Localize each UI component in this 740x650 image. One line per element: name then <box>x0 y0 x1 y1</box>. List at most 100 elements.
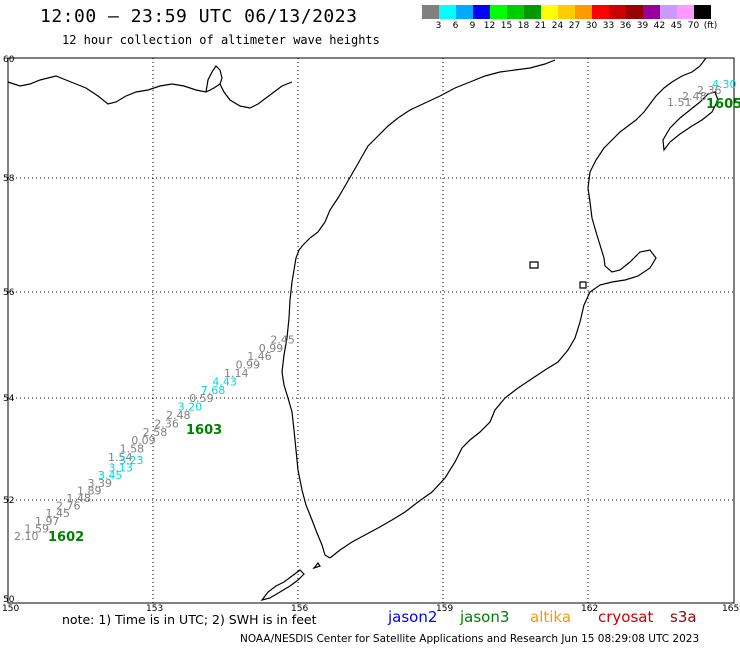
color-scale-label: 24 <box>551 21 564 31</box>
swh-value-label: 2.10 <box>14 530 39 543</box>
kuril-paramushir <box>260 569 305 601</box>
swh-value-label: 4.30 <box>712 78 737 91</box>
color-scale-label: 70 <box>687 21 700 31</box>
color-scale-label: 6 <box>452 21 459 31</box>
color-swatch <box>473 5 490 19</box>
color-swatch <box>575 5 592 19</box>
pass-id-label: 1602 <box>48 530 84 545</box>
color-swatch <box>609 5 626 19</box>
lon-tick-label: 156 <box>291 604 308 614</box>
color-scale-label: 9 <box>469 21 476 31</box>
color-scale-label: 30 <box>585 21 598 31</box>
color-swatch <box>456 5 473 19</box>
color-swatch <box>422 5 439 19</box>
color-scale-label: 3 <box>435 21 442 31</box>
lat-tick-label: 50 <box>3 595 15 605</box>
color-swatch <box>524 5 541 19</box>
kamchatka-west-coast <box>281 244 331 559</box>
swh-value-label: 0.99 <box>236 359 261 372</box>
kamchatka-northwest-coast <box>302 59 556 246</box>
island-small-1 <box>529 261 539 269</box>
lat-tick-label: 52 <box>3 496 14 506</box>
swh-value-label: 3.23 <box>119 454 144 467</box>
swh-value-label: 3.20 <box>178 401 203 414</box>
satellite-s3a: s3a <box>670 608 697 626</box>
okhotsk-north-coast <box>7 75 293 109</box>
swh-color-scale <box>422 5 711 19</box>
credit-line: NOAA/NESDIS Center for Satellite Applica… <box>240 633 700 645</box>
swh-value-label: 2.36 <box>697 84 722 97</box>
color-swatch <box>643 5 660 19</box>
island-small-2 <box>579 281 587 289</box>
color-scale-label: 15 <box>500 21 513 31</box>
lon-tick-label: 159 <box>436 604 453 614</box>
swh-value-label: 7.68 <box>201 384 226 397</box>
lon-tick-label: 150 <box>2 604 19 614</box>
pass-id-label: 1603 <box>186 423 222 438</box>
color-scale-label: 39 <box>636 21 649 31</box>
lon-tick-label: 162 <box>581 604 598 614</box>
color-scale-label: 12 <box>483 21 496 31</box>
pass-id-label: 1605 <box>706 97 740 112</box>
color-scale-label: 45 <box>670 21 683 31</box>
map-frame <box>7 57 735 604</box>
satellite-jason3: jason3 <box>460 608 510 626</box>
swh-value-label: 1.51 <box>667 96 692 109</box>
swh-value-label: 2.48 <box>166 409 191 422</box>
color-scale-label: 36 <box>619 21 632 31</box>
color-scale-label: 21 <box>534 21 547 31</box>
swh-value-label: 1.48 <box>67 492 92 505</box>
lat-tick-label: 58 <box>3 174 15 184</box>
swh-value-label: 1.97 <box>35 515 60 528</box>
color-swatch <box>592 5 609 19</box>
swh-value-label: 1.59 <box>25 522 50 535</box>
color-scale-label: 42 <box>653 21 666 31</box>
swh-value-label: 2.76 <box>56 500 81 513</box>
swh-value-label: 2.45 <box>270 333 295 346</box>
color-swatch <box>490 5 507 19</box>
footnote: note: 1) Time is in UTC; 2) SWH is in fe… <box>62 612 317 627</box>
color-scale-label: 27 <box>568 21 581 31</box>
lat-lon-grid <box>8 58 734 603</box>
okhotsk-peninsula <box>205 65 223 93</box>
pass-1603: 1.541.580.092.582.362.483.200.597.684.43… <box>108 333 295 464</box>
swh-value-label: 3.39 <box>88 477 113 490</box>
swh-value-label: 1.58 <box>120 443 145 456</box>
map-title: 12:00 – 23:59 UTC 06/13/2023 <box>40 6 358 27</box>
swh-value-label: 4.43 <box>212 375 237 388</box>
lon-tick-label: 153 <box>146 604 163 614</box>
color-scale-label: 18 <box>517 21 530 31</box>
lat-tick-label: 54 <box>3 394 15 404</box>
swh-value-label: 2.48 <box>682 90 707 103</box>
color-swatch <box>541 5 558 19</box>
satellite-jason2: jason2 <box>388 608 438 626</box>
map-subtitle: 12 hour collection of altimeter wave hei… <box>62 33 380 47</box>
swh-value-label: 1.45 <box>46 507 71 520</box>
color-swatch <box>507 5 524 19</box>
color-scale-label: (ft) <box>703 21 718 31</box>
swh-value-label: 1.46 <box>247 350 272 363</box>
color-swatch <box>439 5 456 19</box>
swh-value-label: 2.36 <box>154 417 179 430</box>
swh-value-label: 0.09 <box>131 434 156 447</box>
lat-tick-label: 60 <box>3 55 15 65</box>
swh-value-label: 2.58 <box>143 426 168 439</box>
color-swatch <box>660 5 677 19</box>
color-swatch <box>626 5 643 19</box>
kuril-shumshu <box>312 561 321 570</box>
koryak-coast <box>587 57 707 259</box>
swh-value-label: 1.14 <box>224 367 249 380</box>
swh-value-label: 0.59 <box>189 392 214 405</box>
color-swatch <box>677 5 694 19</box>
satellite-cryosat: cryosat <box>598 608 654 626</box>
pass-1602: 2.101.591.971.452.761.481.893.393.453.13… <box>14 454 144 545</box>
color-swatch <box>558 5 575 19</box>
color-scale-label: 33 <box>602 21 615 31</box>
coastline <box>7 57 719 601</box>
swh-value-label: 3.45 <box>98 469 123 482</box>
swh-value-label: 1.54 <box>108 451 133 464</box>
satellite-altika: altika <box>530 608 572 626</box>
swh-value-label: 0.99 <box>259 342 284 355</box>
